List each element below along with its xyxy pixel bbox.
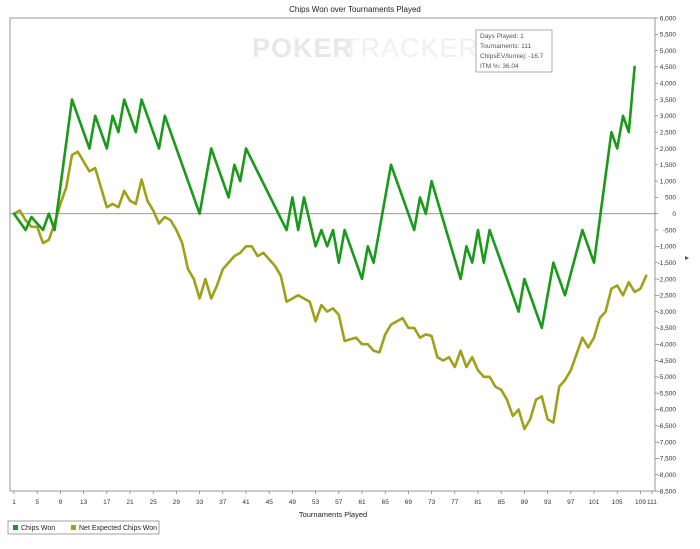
plot-area	[9, 17, 656, 492]
x-tick-label: 17	[103, 499, 111, 506]
x-tick-label: 53	[312, 499, 320, 506]
x-tick-label: 101	[589, 499, 600, 506]
info-tournaments: Tournaments: 111	[480, 43, 531, 50]
watermark-logo-part1: POKER	[252, 33, 353, 63]
x-tick-label: 81	[474, 499, 482, 506]
y-tick-label: 500	[665, 195, 676, 202]
y-tick-label: 3,000	[660, 113, 677, 120]
watermark: POKER TRACKER	[252, 33, 479, 63]
info-box: Days Played: 1 Tournaments: 111 ChipsEV/…	[475, 29, 553, 73]
legend-swatch-net-expected	[71, 525, 76, 530]
legend: Chips Won Net Expected Chips Won	[7, 520, 160, 535]
x-tick-label: 41	[242, 499, 250, 506]
y-tick-label: -7,000	[658, 439, 677, 446]
x-tick-label: 77	[451, 499, 459, 506]
y-tick-label: -6,500	[658, 423, 677, 430]
series-line-net-expected-chips-won	[12, 150, 648, 431]
x-tick-label: 93	[544, 499, 552, 506]
x-tick-label: 5	[35, 499, 39, 506]
y-tick-label: -4,000	[658, 342, 677, 349]
info-itm: ITM %: 36.04	[480, 63, 519, 70]
y-tick-label: 1,000	[660, 178, 677, 185]
y-tick-label: 3,500	[660, 97, 677, 104]
legend-label-net-expected: Net Expected Chips Won	[79, 525, 157, 532]
y-tick-label: -2,000	[658, 276, 677, 283]
x-tick-label: 25	[150, 499, 158, 506]
x-tick-label: 57	[335, 499, 343, 506]
y-tick-label: 0	[672, 211, 676, 218]
info-days-played: Days Played: 1	[480, 33, 524, 40]
legend-frame	[7, 520, 160, 535]
x-tick-label: 45	[266, 499, 274, 506]
x-tick-label: 37	[219, 499, 227, 506]
y-tick-label: -3,000	[658, 309, 677, 316]
y-tick-label: -4,500	[658, 358, 677, 365]
y-tick-label: -5,500	[658, 390, 677, 397]
y-tick-label: -3,500	[658, 325, 677, 332]
x-tick-label: 21	[126, 499, 134, 506]
x-tick-label: 49	[289, 499, 297, 506]
y-axis: 6,000 5,500 5,000 4,500 4,000 3,500 3,000 2,500…	[655, 15, 676, 495]
y-tick-label: -8,000	[658, 472, 677, 479]
y-tick-label: -1,000	[658, 244, 677, 251]
x-tick-label: 69	[405, 499, 413, 506]
y-tick-label: 1,500	[660, 162, 677, 169]
x-tick-label: 29	[173, 499, 181, 506]
x-tick-label: 33	[196, 499, 204, 506]
x-tick-label: 111	[647, 499, 657, 506]
x-tick-label: 65	[382, 499, 390, 506]
legend-swatch-chips-won	[13, 525, 18, 530]
watermark-logo-part2: TRACKER	[343, 33, 479, 63]
legend-label-chips-won: Chips Won	[21, 525, 55, 532]
y-tick-label: -8,500	[658, 488, 677, 495]
y-tick-label: 4,500	[660, 64, 677, 71]
x-tick-label: 85	[498, 499, 506, 506]
y-tick-label: 5,000	[660, 48, 677, 55]
scroll-arrow-icon[interactable]	[685, 256, 689, 260]
x-tick-label: 61	[358, 499, 366, 506]
x-axis: 1 5 9 13 17 21 25 29 33 37 41 45 49 53 57 61 65 69 73 77 81 8…	[12, 491, 657, 506]
y-tick-label: -7,500	[658, 456, 677, 463]
x-tick-label: 97	[567, 499, 575, 506]
x-tick-label: 73	[428, 499, 436, 506]
y-tick-label: 4,000	[660, 81, 677, 88]
x-tick-label: 1	[12, 499, 16, 506]
y-tick-label: -500	[663, 227, 676, 234]
y-tick-label: 6,000	[660, 15, 677, 22]
chart-title: Chips Won over Tournaments Played	[289, 5, 421, 14]
y-tick-label: 2,000	[660, 146, 677, 153]
y-tick-label: 5,500	[660, 32, 677, 39]
x-tick-label: 109	[635, 499, 646, 506]
x-axis-title: Tournaments Played	[299, 510, 367, 519]
y-tick-label: -5,000	[658, 374, 677, 381]
info-box-frame	[475, 29, 553, 73]
info-chips-ev: ChipsEV/turniej: -16.7	[480, 53, 544, 60]
y-tick-label: -6,000	[658, 407, 677, 414]
series-group	[12, 65, 648, 431]
series-line-chips-won	[12, 65, 636, 330]
x-tick-label: 9	[59, 499, 63, 506]
y-tick-label: -2,500	[658, 293, 677, 300]
x-tick-label: 89	[521, 499, 529, 506]
x-tick-label: 13	[80, 499, 88, 506]
y-tick-label: 2,500	[660, 129, 677, 136]
y-tick-label: -1,500	[658, 260, 677, 267]
x-tick-label: 105	[612, 499, 623, 506]
